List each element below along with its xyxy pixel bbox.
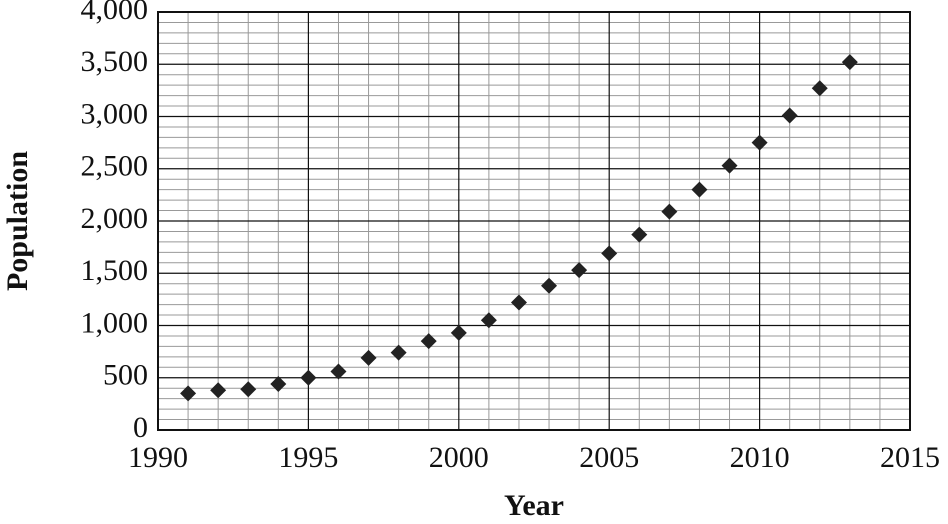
data-point bbox=[330, 363, 347, 380]
data-point bbox=[661, 203, 678, 220]
data-point bbox=[751, 134, 768, 151]
data-point bbox=[781, 107, 798, 124]
y-tick-label: 1,000 bbox=[81, 306, 149, 339]
data-point bbox=[360, 349, 377, 366]
data-point bbox=[571, 262, 588, 279]
data-point bbox=[240, 381, 257, 398]
y-tick-label: 1,500 bbox=[81, 254, 149, 287]
data-point bbox=[541, 277, 558, 294]
data-point bbox=[721, 157, 738, 174]
data-point bbox=[631, 226, 648, 243]
y-tick-label: 500 bbox=[103, 359, 148, 392]
y-tick-label: 4,000 bbox=[81, 0, 149, 26]
data-point bbox=[811, 80, 828, 97]
data-point bbox=[480, 312, 497, 329]
data-point bbox=[420, 333, 437, 350]
x-tick-label: 1995 bbox=[278, 441, 338, 474]
data-point bbox=[450, 324, 467, 341]
data-point bbox=[390, 344, 407, 361]
data-point bbox=[691, 181, 708, 198]
y-tick-label: 3,500 bbox=[81, 45, 149, 78]
data-point bbox=[180, 385, 197, 402]
data-point bbox=[510, 294, 527, 311]
data-point bbox=[601, 245, 618, 262]
x-axis-title: Year bbox=[504, 489, 564, 522]
y-tick-label: 2,500 bbox=[81, 150, 149, 183]
y-axis-title: Population bbox=[1, 151, 34, 291]
y-tick-label: 2,000 bbox=[81, 202, 149, 235]
data-point bbox=[841, 54, 858, 71]
y-tick-label: 0 bbox=[133, 411, 148, 444]
x-tick-label: 2015 bbox=[880, 441, 940, 474]
x-tick-label: 2005 bbox=[579, 441, 639, 474]
y-tick-label: 3,000 bbox=[81, 97, 149, 130]
x-tick-label: 1990 bbox=[128, 441, 188, 474]
data-point bbox=[210, 382, 227, 399]
x-tick-label: 2000 bbox=[429, 441, 489, 474]
plot-frame bbox=[157, 11, 911, 431]
data-point bbox=[300, 369, 317, 386]
data-point bbox=[270, 376, 287, 393]
x-tick-label: 2010 bbox=[730, 441, 790, 474]
